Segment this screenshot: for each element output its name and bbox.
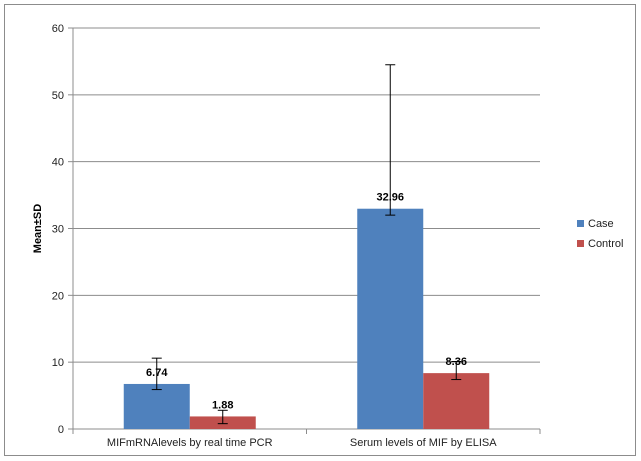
data-label: 8.36 bbox=[446, 356, 467, 368]
legend-label-control: Control bbox=[588, 238, 623, 250]
bar-case bbox=[123, 383, 190, 429]
data-label: 6.74 bbox=[146, 367, 168, 379]
y-tick-label: 20 bbox=[52, 290, 64, 302]
x-category-label: MIFmRNAlevels by real time PCR bbox=[107, 437, 273, 449]
y-tick-label: 60 bbox=[52, 23, 64, 35]
data-label: 1.88 bbox=[212, 399, 233, 411]
y-tick-label: 30 bbox=[52, 224, 64, 236]
legend-swatch-case bbox=[577, 220, 584, 227]
legend-label-case: Case bbox=[588, 218, 614, 230]
data-label: 32.96 bbox=[376, 192, 404, 204]
bar-case bbox=[357, 208, 424, 429]
y-tick-label: 0 bbox=[58, 424, 64, 436]
y-tick-label: 40 bbox=[52, 157, 64, 169]
y-axis-title: Mean±SD bbox=[32, 204, 44, 253]
y-tick-label: 50 bbox=[52, 90, 64, 102]
y-tick-label: 10 bbox=[52, 357, 64, 369]
x-category-label: Serum levels of MIF by ELISA bbox=[350, 437, 497, 449]
bar-control bbox=[423, 373, 490, 429]
legend-swatch-control bbox=[577, 240, 584, 247]
chart-frame bbox=[4, 4, 636, 456]
